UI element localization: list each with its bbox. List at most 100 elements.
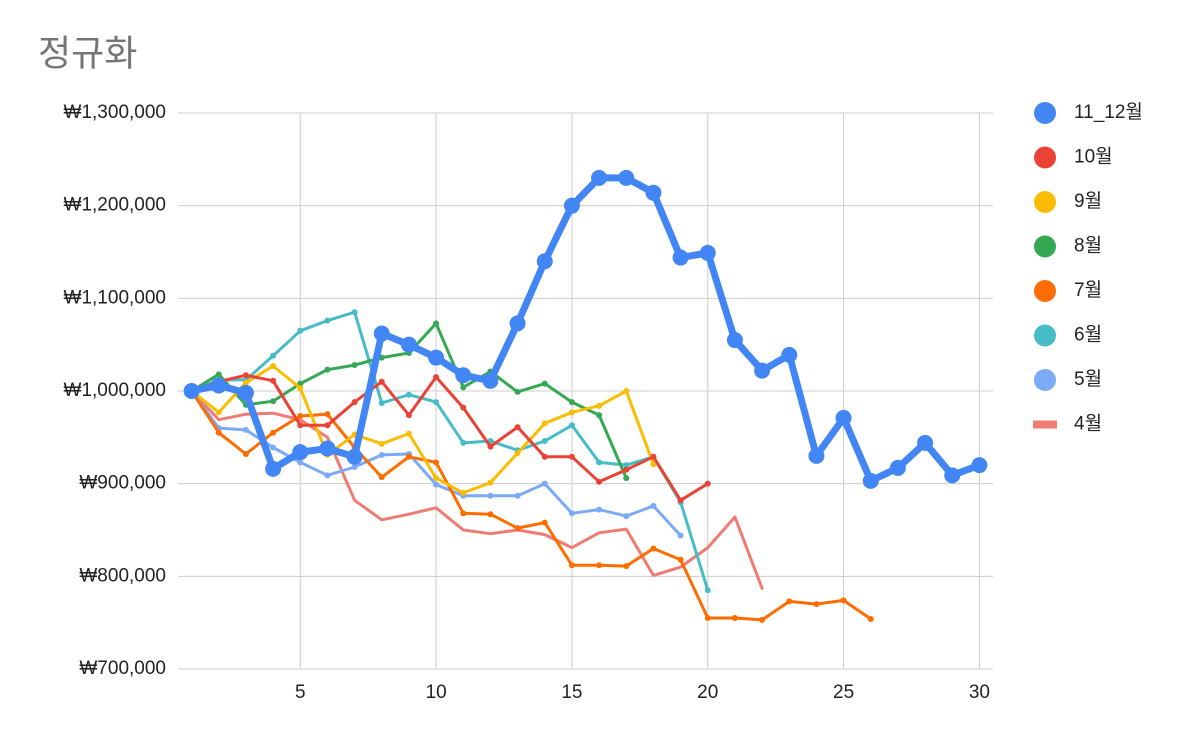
point	[677, 497, 684, 504]
series-line	[190, 364, 655, 495]
series-line	[188, 174, 983, 485]
point	[405, 412, 412, 419]
point	[487, 479, 494, 486]
y-tick-label: ₩1,300,000	[64, 102, 166, 123]
point	[455, 367, 472, 384]
point	[618, 169, 635, 186]
point	[568, 399, 575, 406]
point	[482, 372, 499, 389]
x-tick-label: 30	[969, 682, 990, 703]
point	[514, 388, 521, 395]
point	[297, 327, 304, 334]
point	[270, 352, 277, 359]
point	[297, 413, 304, 420]
point	[460, 510, 467, 517]
point	[917, 434, 934, 451]
point	[270, 444, 277, 451]
chart-title: 정규화	[38, 33, 137, 74]
point	[754, 362, 771, 379]
y-tick-label: ₩700,000	[79, 658, 166, 679]
point	[672, 249, 689, 266]
point	[270, 398, 277, 405]
y-tick-label: ₩800,000	[79, 565, 166, 586]
point	[731, 615, 738, 622]
point	[623, 388, 630, 394]
point	[324, 411, 331, 418]
point	[596, 459, 603, 466]
point	[704, 587, 711, 594]
point	[242, 426, 249, 433]
point	[487, 443, 494, 450]
x-tick-label: 20	[697, 682, 718, 703]
point	[509, 315, 526, 332]
point	[297, 422, 304, 429]
series-line	[190, 373, 710, 502]
series-line	[190, 389, 764, 590]
point	[623, 563, 630, 570]
x-tick-label: 10	[426, 682, 447, 703]
point	[433, 320, 440, 327]
point	[650, 461, 657, 468]
point	[400, 336, 417, 353]
legend-marker	[1034, 146, 1056, 169]
point	[351, 362, 358, 369]
point	[563, 197, 580, 214]
x-tick-label: 5	[295, 682, 306, 703]
legend-marker	[1034, 324, 1056, 347]
point	[215, 371, 222, 378]
point	[704, 480, 711, 487]
legend-marker	[1034, 369, 1056, 391]
point	[623, 466, 630, 473]
legend-label: 6월	[1074, 324, 1102, 346]
point	[487, 511, 494, 518]
point	[596, 478, 603, 485]
point	[378, 400, 385, 407]
point	[215, 429, 222, 436]
point	[351, 463, 358, 470]
legend-marker	[1034, 102, 1056, 124]
point	[270, 362, 277, 369]
point	[242, 451, 249, 458]
point	[378, 378, 385, 385]
point	[541, 438, 548, 445]
point	[292, 444, 309, 461]
point	[324, 317, 331, 324]
point	[650, 453, 657, 460]
point	[297, 385, 304, 392]
point	[971, 457, 988, 474]
point	[677, 532, 684, 539]
y-tick-label: ₩900,000	[79, 473, 166, 494]
point	[215, 409, 222, 416]
point	[596, 562, 603, 569]
legend-label: 11_12월	[1074, 101, 1143, 123]
point	[514, 492, 521, 499]
point	[944, 467, 961, 484]
point	[889, 459, 906, 476]
point	[623, 513, 630, 520]
point	[514, 450, 521, 457]
point	[487, 492, 494, 499]
point	[514, 424, 521, 431]
legend-marker	[1034, 235, 1056, 258]
point	[808, 447, 825, 464]
point	[351, 309, 358, 316]
point	[541, 453, 548, 460]
legend-marker	[1034, 280, 1056, 302]
point	[541, 380, 548, 387]
point	[460, 404, 467, 411]
point	[781, 346, 798, 363]
point	[867, 615, 874, 622]
legend-label: 7월	[1074, 279, 1102, 301]
point	[704, 615, 711, 622]
point	[568, 422, 575, 429]
point	[650, 545, 657, 552]
point	[183, 383, 200, 399]
point	[596, 506, 603, 513]
point	[237, 384, 254, 401]
point	[373, 325, 390, 342]
point	[677, 556, 684, 563]
point	[433, 399, 440, 406]
point	[568, 409, 575, 416]
point	[541, 480, 548, 487]
